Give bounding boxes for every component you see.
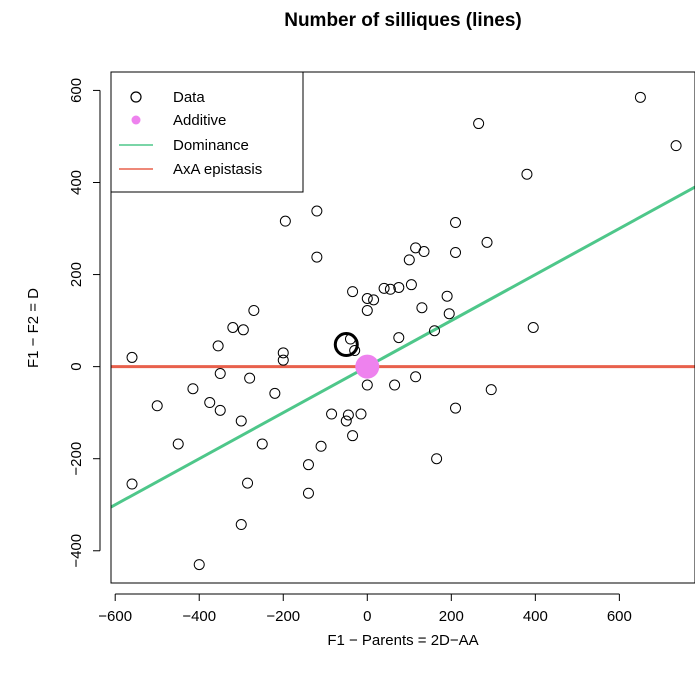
- data-point: [521, 168, 533, 180]
- data-point: [212, 340, 224, 352]
- data-point: [429, 325, 441, 337]
- x-tick-label: 600: [607, 608, 632, 625]
- data-point: [431, 453, 443, 465]
- data-point: [393, 332, 405, 344]
- x-tick-label: −600: [98, 608, 132, 625]
- y-tick-label: −200: [68, 442, 85, 476]
- data-point: [418, 246, 430, 258]
- data-point: [326, 408, 338, 420]
- data-point: [244, 372, 256, 384]
- data-point: [279, 215, 291, 227]
- data-points: [126, 91, 682, 571]
- data-point: [347, 286, 359, 298]
- data-point: [410, 371, 422, 383]
- data-point: [634, 91, 646, 103]
- data-point: [269, 387, 281, 399]
- legend-epistasis-label: AxA epistasis: [173, 161, 262, 178]
- data-point: [405, 279, 417, 291]
- legend-dominance-label: Dominance: [173, 137, 249, 154]
- data-point: [235, 519, 247, 531]
- y-axis-label: F1 − F2 = D: [25, 288, 42, 368]
- data-point: [193, 559, 205, 571]
- data-point: [187, 383, 199, 395]
- data-point: [214, 404, 226, 416]
- x-tick-label: 200: [439, 608, 464, 625]
- data-point: [340, 415, 352, 427]
- data-point: [349, 345, 361, 357]
- line-dominance: [111, 185, 695, 509]
- data-point: [204, 397, 216, 409]
- data-point: [302, 459, 314, 471]
- highlighted-point: [333, 332, 359, 358]
- y-tick-label: 400: [68, 170, 85, 195]
- data-point: [450, 217, 462, 229]
- data-point: [342, 409, 354, 421]
- x-tick-label: 400: [523, 608, 548, 625]
- y-tick-label: 200: [68, 262, 85, 287]
- legend-data-symbol: [130, 91, 142, 103]
- plot-area: [110, 71, 695, 584]
- data-point: [368, 294, 380, 306]
- data-point: [277, 347, 289, 359]
- data-point: [126, 351, 138, 363]
- data-point: [403, 254, 415, 266]
- data-point: [235, 415, 247, 427]
- data-point: [443, 308, 455, 320]
- data-point: [237, 324, 249, 336]
- legend-additive-symbol: [131, 115, 141, 125]
- data-point: [242, 477, 254, 489]
- data-point: [214, 368, 226, 380]
- data-point: [151, 400, 163, 412]
- data-point: [481, 236, 493, 248]
- data-point: [355, 408, 367, 420]
- data-point: [389, 379, 401, 391]
- legend-box: [110, 71, 304, 193]
- data-point: [361, 292, 373, 304]
- data-point: [527, 322, 539, 333]
- data-point: [302, 487, 314, 499]
- data-point: [126, 478, 138, 490]
- chart-title: Number of silliques (lines): [284, 10, 522, 31]
- additive-point: [355, 354, 380, 379]
- x-axis-label: F1 − Parents = 2D−AA: [327, 632, 478, 649]
- data-point: [441, 290, 453, 302]
- x-tick-label: −400: [182, 608, 216, 625]
- data-point: [361, 379, 373, 391]
- data-point: [227, 322, 239, 333]
- y-axis: −400 −200 0 200 400 600: [68, 78, 101, 568]
- data-point: [311, 205, 323, 217]
- data-point: [347, 430, 359, 442]
- data-point: [277, 354, 289, 366]
- data-point: [416, 302, 428, 314]
- data-point: [485, 384, 497, 396]
- x-tick-label: −200: [266, 608, 300, 625]
- data-point: [361, 304, 373, 316]
- x-tick-label: 0: [363, 608, 371, 625]
- data-point: [393, 281, 405, 293]
- legend-data-label: Data: [173, 89, 205, 106]
- data-point: [315, 440, 327, 452]
- legend-additive-label: Additive: [173, 112, 226, 129]
- data-point: [248, 304, 260, 316]
- data-point: [172, 438, 184, 450]
- data-point: [311, 251, 323, 263]
- data-point: [450, 402, 462, 414]
- data-point: [256, 438, 268, 450]
- x-axis: −600 −400 −200 0 200 400 600: [98, 593, 632, 625]
- y-tick-label: 0: [68, 362, 85, 370]
- data-point: [384, 283, 396, 295]
- y-tick-label: 600: [68, 78, 85, 103]
- legend: Data Additive Dominance AxA epistasis: [110, 71, 304, 193]
- data-point: [450, 246, 462, 258]
- plot-frame: [110, 71, 695, 584]
- fit-lines: [111, 185, 695, 509]
- data-point: [473, 118, 485, 130]
- y-tick-label: −400: [68, 534, 85, 568]
- data-point: [670, 140, 682, 152]
- data-point: [378, 282, 390, 294]
